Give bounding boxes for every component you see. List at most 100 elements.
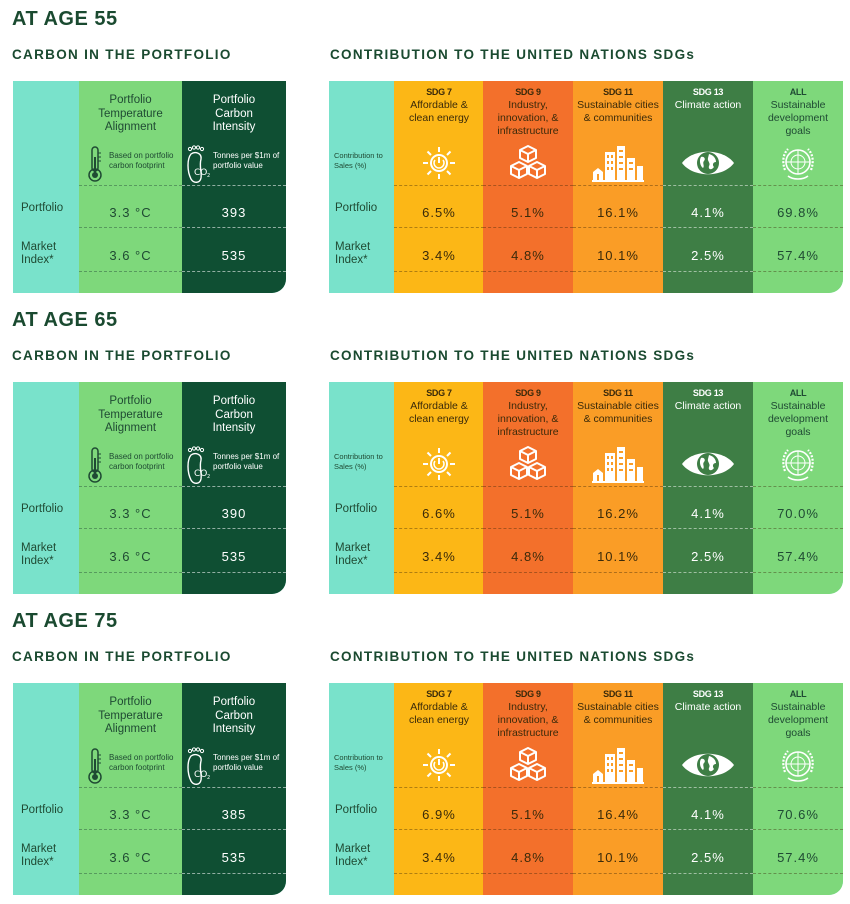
- row-divider: [483, 873, 573, 874]
- sdg-card: Contribution to Sales (%) Portfolio Market…: [329, 81, 843, 293]
- row-divider: [182, 528, 286, 529]
- row-divider: [182, 486, 286, 487]
- market-index-row-label: Market Index*: [21, 843, 57, 868]
- row-divider: [753, 185, 843, 186]
- sdg-name: Affordable & clean energy: [408, 400, 470, 425]
- sdg-column: SDG 11 Sustainable cities & communities 16…: [573, 81, 663, 293]
- sdg-portfolio-value: 16.1%: [597, 205, 639, 220]
- sdg-name: Climate action: [674, 701, 742, 713]
- sdg-column-header: SDG 13 Climate action: [663, 387, 753, 413]
- sdg-portfolio-value: 4.1%: [691, 807, 725, 822]
- sdg-column-header: SDG 7 Affordable & clean energy: [394, 86, 484, 125]
- row-divider: [753, 572, 843, 573]
- row-divider: [182, 227, 286, 228]
- sdg-market-value: 2.5%: [691, 549, 725, 564]
- carbon-card: Portfolio Market Index* Portfolio Temperat…: [13, 382, 286, 594]
- row-label-column: Portfolio Market Index*: [13, 81, 79, 293]
- svg-text:2: 2: [207, 775, 210, 781]
- un-emblem-icon: [753, 745, 843, 785]
- sdg-column: SDG 13 Climate action 4.1% 2.5%: [663, 683, 753, 895]
- row-divider: [573, 185, 663, 186]
- market-intensity-value: 535: [221, 850, 247, 865]
- sdg-name: Climate action: [674, 99, 742, 111]
- svg-text:2: 2: [207, 474, 210, 480]
- sdg-name: Sustainable development goals: [767, 701, 829, 739]
- sdg-code: SDG 13: [692, 689, 724, 699]
- sdg-code: SDG 11: [603, 87, 633, 97]
- cubes-icon: [483, 143, 573, 183]
- row-divider: [483, 486, 573, 487]
- sdg-column: SDG 13 Climate action 4.1% 2.5%: [663, 81, 753, 293]
- sdg-code: ALL: [789, 388, 807, 398]
- row-divider: [394, 829, 484, 830]
- sdg-name: Sustainable cities & communities: [577, 701, 659, 726]
- age-title: AT AGE 75: [12, 610, 118, 632]
- thermometer-icon: [85, 747, 105, 790]
- carbon-intensity-column: Portfolio Carbon Intensity CO 2 Tonnes per …: [182, 382, 286, 594]
- sdg-market-value: 4.8%: [511, 850, 545, 865]
- sdg-portfolio-value: 4.1%: [691, 205, 725, 220]
- sdg-code: SDG 7: [426, 87, 452, 97]
- market-intensity-value: 535: [221, 248, 247, 263]
- row-divider: [182, 271, 286, 272]
- svg-text:CO: CO: [194, 469, 207, 479]
- sdg-portfolio-value: 6.6%: [422, 506, 456, 521]
- row-divider: [663, 486, 753, 487]
- sdg-name: Affordable & clean energy: [408, 701, 470, 726]
- sdg-portfolio-value: 5.1%: [511, 205, 545, 220]
- carbon-intensity-header: Portfolio Carbon Intensity: [212, 94, 256, 133]
- sdg-row-label-column: Contribution to Sales (%) Portfolio Market…: [329, 683, 395, 895]
- portfolio-row-label: Portfolio: [335, 804, 378, 816]
- sdg-name: Affordable & clean energy: [408, 99, 470, 124]
- sdg-column: SDG 9 Industry, innovation, & infrastruct…: [483, 683, 573, 895]
- sdg-portfolio-value: 70.6%: [777, 807, 819, 822]
- row-divider: [182, 873, 286, 874]
- row-divider: [573, 227, 663, 228]
- row-divider: [573, 271, 663, 272]
- row-divider: [79, 271, 182, 272]
- row-divider: [394, 787, 484, 788]
- sdg-market-value: 10.1%: [597, 248, 639, 263]
- row-label-column: Portfolio Market Index*: [13, 382, 79, 594]
- sdg-portfolio-value: 16.4%: [597, 807, 639, 822]
- sdg-column-header: SDG 13 Climate action: [663, 688, 753, 714]
- market-temperature-value: 3.6 °C: [109, 248, 152, 263]
- svg-text:CO: CO: [194, 168, 207, 178]
- contribution-to-sales-label: Contribution to Sales (%): [334, 452, 383, 471]
- carbon-intensity-header: Portfolio Carbon Intensity: [212, 395, 256, 434]
- svg-text:2: 2: [207, 173, 210, 179]
- market-index-row-label: Market Index*: [335, 843, 371, 868]
- temperature-alignment-note: Based on portfolio carbon footprint: [109, 151, 174, 170]
- sdg-code: ALL: [789, 87, 807, 97]
- sdg-column-header: SDG 9 Industry, innovation, & infrastruct…: [483, 86, 573, 138]
- sdg-section-title: CONTRIBUTION TO THE UNITED NATIONS SDGs: [330, 649, 696, 664]
- row-divider: [394, 873, 484, 874]
- row-divider: [79, 829, 182, 830]
- portfolio-intensity-value: 390: [221, 506, 247, 521]
- portfolio-row-label: Portfolio: [335, 202, 378, 214]
- sdg-name: Industry, innovation, & infrastructure: [497, 701, 559, 739]
- sdg-market-value: 10.1%: [597, 850, 639, 865]
- footprint-co2-icon: CO 2: [187, 446, 213, 491]
- sdg-portfolio-value: 5.1%: [511, 506, 545, 521]
- sdg-row-label-column: Contribution to Sales (%) Portfolio Market…: [329, 382, 395, 594]
- market-temperature-value: 3.6 °C: [109, 850, 152, 865]
- row-divider: [394, 271, 484, 272]
- market-intensity-value: 535: [221, 549, 247, 564]
- carbon-intensity-note: Tonnes per $1m of portfolio value: [213, 452, 280, 471]
- row-divider: [663, 528, 753, 529]
- sdg-section-title: CONTRIBUTION TO THE UNITED NATIONS SDGs: [330, 348, 696, 363]
- footprint-co2-icon: CO 2: [187, 747, 213, 792]
- contribution-to-sales-label: Contribution to Sales (%): [334, 151, 383, 170]
- eye-globe-icon: [663, 745, 753, 785]
- portfolio-temperature-value: 3.3 °C: [109, 807, 152, 822]
- row-divider: [663, 829, 753, 830]
- city-icon: [573, 143, 663, 183]
- temperature-alignment-column: Portfolio Temperature Alignment Based on …: [79, 81, 182, 293]
- portfolio-intensity-value: 393: [221, 205, 247, 220]
- sdg-name: Sustainable development goals: [767, 400, 829, 438]
- row-divider: [663, 787, 753, 788]
- carbon-card: Portfolio Market Index* Portfolio Temperat…: [13, 81, 286, 293]
- row-divider: [483, 227, 573, 228]
- portfolio-temperature-value: 3.3 °C: [109, 205, 152, 220]
